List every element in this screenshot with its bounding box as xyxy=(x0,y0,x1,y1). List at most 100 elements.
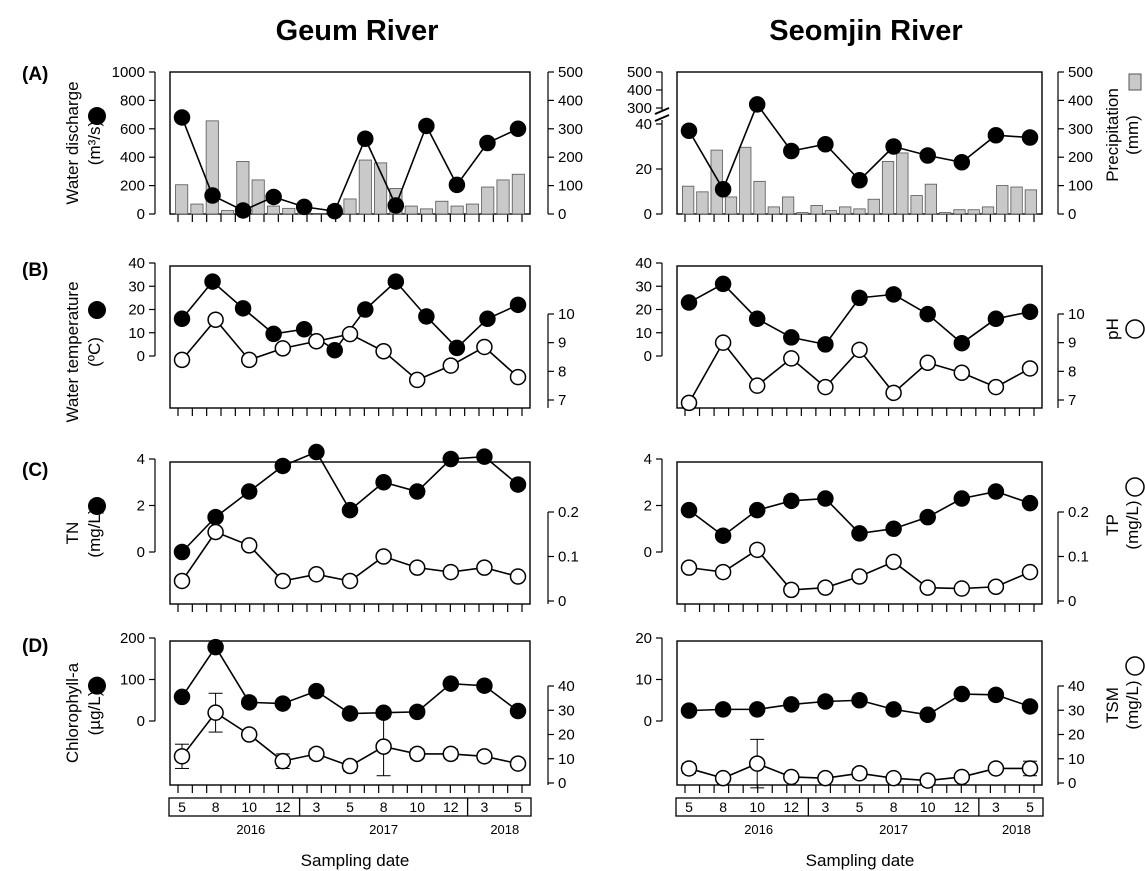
geum-A-left-axis-title: Water discharge xyxy=(63,81,82,204)
geum-D-left-axis-title: (µg/L) xyxy=(85,691,104,736)
geum-D-open-point xyxy=(207,704,224,721)
seomjin-B-filled-point xyxy=(851,289,868,307)
seomjin-C-open-point xyxy=(1021,563,1039,581)
seomjin-B-open-point xyxy=(714,334,732,351)
seomjin-B-left-tick-label: 10 xyxy=(635,325,652,342)
seomjin-month-label: 3 xyxy=(822,799,830,815)
seomjin-A-precip-bar xyxy=(896,152,909,215)
geum-C-left-tick-label: 2 xyxy=(137,498,145,515)
seomjin-D-right-tick-label: 20 xyxy=(1068,727,1085,744)
geum-D-filled-point xyxy=(207,638,224,656)
panel-label-d: (D) xyxy=(22,636,48,657)
geum-B-filled-point xyxy=(479,310,496,328)
seomjin-A-right-axis-marker xyxy=(1128,73,1142,91)
geum-month-label: 3 xyxy=(481,799,489,815)
seomjin-C-open-point xyxy=(817,579,834,596)
geum-C-open-point xyxy=(308,566,325,583)
geum-A-precip-bar xyxy=(435,200,449,215)
seomjin-C-filled-point xyxy=(953,490,971,507)
seomjin-C-open-point xyxy=(783,581,800,599)
seomjin-C-open-point xyxy=(748,541,766,559)
seomjin-A-right-tick-label: 100 xyxy=(1068,178,1093,195)
geum-B-open-point xyxy=(274,340,292,357)
seomjin-A-precip-bar xyxy=(767,206,780,215)
seomjin-A-filled-point xyxy=(919,147,936,164)
geum-B-filled-point xyxy=(448,339,466,357)
geum-B-open-point xyxy=(442,357,460,374)
geum-A-left-axis-title: (m³/s) xyxy=(85,121,104,165)
seomjin-C-filled-point xyxy=(680,501,698,519)
geum-A-precip-bar xyxy=(251,179,265,215)
geum-month-label: 8 xyxy=(380,799,388,815)
geum-D-filled-point xyxy=(476,677,493,694)
geum-year-label: 2016 xyxy=(236,822,265,837)
seomjin-A-filled-point xyxy=(953,154,971,171)
seomjin-C-filled-point xyxy=(885,520,902,537)
geum-B-left-tick-label: 20 xyxy=(128,302,145,319)
seomjin-D-left-tick-label: 20 xyxy=(635,630,652,647)
seomjin-A-precip-bar xyxy=(953,209,966,215)
seomjin-A-left-tick-label: 20 xyxy=(635,161,652,178)
seomjin-C-right-tick-label: 0.2 xyxy=(1068,504,1089,521)
geum-D-open-point xyxy=(308,745,325,763)
geum-A-precip-bar xyxy=(496,179,510,215)
geum-A-precip-bar xyxy=(266,205,281,215)
seomjin-B-open-point xyxy=(748,377,766,394)
seomjin-B-open-point xyxy=(783,350,800,367)
geum-A-precip-bar xyxy=(465,203,479,215)
seomjin-C-left-tick-label: 0 xyxy=(644,544,652,561)
seomjin-C-open-point xyxy=(987,578,1005,596)
geum-B-open-point xyxy=(509,368,527,386)
seomjin-D-right-tick-label: 40 xyxy=(1068,678,1085,695)
geum-A-precip-bar xyxy=(343,198,357,215)
seomjin-D-filled-point xyxy=(680,702,698,719)
seomjin-D-filled-point xyxy=(783,696,800,713)
geum-A-filled-point xyxy=(326,202,343,220)
geum-x-axis-title: Sampling date xyxy=(301,851,410,870)
seomjin-D-open-point xyxy=(919,772,936,789)
geum-C-left-tick-label: 0 xyxy=(137,544,145,561)
geum-C-filled-point xyxy=(509,476,527,493)
geum-year-label: 2018 xyxy=(490,822,519,837)
geum-B-left-tick-label: 30 xyxy=(128,278,145,295)
geum-B-right-tick-label: 10 xyxy=(558,306,575,323)
geum-B-right-tick-label: 9 xyxy=(558,335,566,352)
seomjin-A-left-tick-label: 500 xyxy=(627,64,652,81)
geum-D-open-point xyxy=(173,748,191,765)
seomjin-B-open-point xyxy=(817,378,834,396)
seomjin-A-right-axis-title: Precipitation xyxy=(1103,88,1122,182)
seomjin-C-filled-point xyxy=(783,492,800,510)
geum-month-label: 12 xyxy=(443,799,459,815)
geum-D-open-point xyxy=(274,752,292,770)
seomjin-C-open-point xyxy=(714,563,732,581)
seomjin-C-right-axis-marker xyxy=(1125,477,1145,497)
geum-month-label: 8 xyxy=(212,799,220,815)
geum-month-label: 10 xyxy=(409,799,425,815)
geum-D-left-tick-label: 0 xyxy=(137,713,145,730)
seomjin-C-filled-point xyxy=(987,483,1005,500)
seomjin-C-right-axis-title: (mg/L) xyxy=(1123,500,1142,549)
seomjin-D-right-tick-label: 30 xyxy=(1068,702,1085,719)
geum-A-precip-bar xyxy=(282,207,296,215)
seomjin-D-right-axis-title: TSM xyxy=(1103,687,1122,723)
geum-D-left-tick-label: 200 xyxy=(120,630,145,647)
seomjin-D-plot-frame xyxy=(676,640,1043,786)
seomjin-A-precip-bar xyxy=(682,185,695,215)
seomjin-C-open-point xyxy=(953,580,971,597)
panel-label-c: (C) xyxy=(22,460,48,481)
seomjin-A-precip-bar xyxy=(781,196,795,215)
geum-D-right-tick-label: 20 xyxy=(558,727,575,744)
geum-D-series-line xyxy=(181,645,519,715)
geum-A-filled-point xyxy=(295,198,313,216)
geum-C-open-point xyxy=(173,572,191,590)
geum-A-right-tick-label: 400 xyxy=(558,92,583,109)
geum-C-right-tick-label: 0.2 xyxy=(558,504,579,521)
seomjin-A-right-tick-label: 500 xyxy=(1068,64,1093,81)
seomjin-A-filled-point xyxy=(851,172,868,189)
geum-A-precip-bar xyxy=(481,186,495,215)
seomjin-month-label: 8 xyxy=(890,799,898,815)
geum-A-right-tick-label: 100 xyxy=(558,178,583,195)
geum-D-right-tick-label: 40 xyxy=(558,678,575,695)
seomjin-B-filled-point xyxy=(783,329,800,346)
geum-B-filled-point xyxy=(234,300,252,317)
